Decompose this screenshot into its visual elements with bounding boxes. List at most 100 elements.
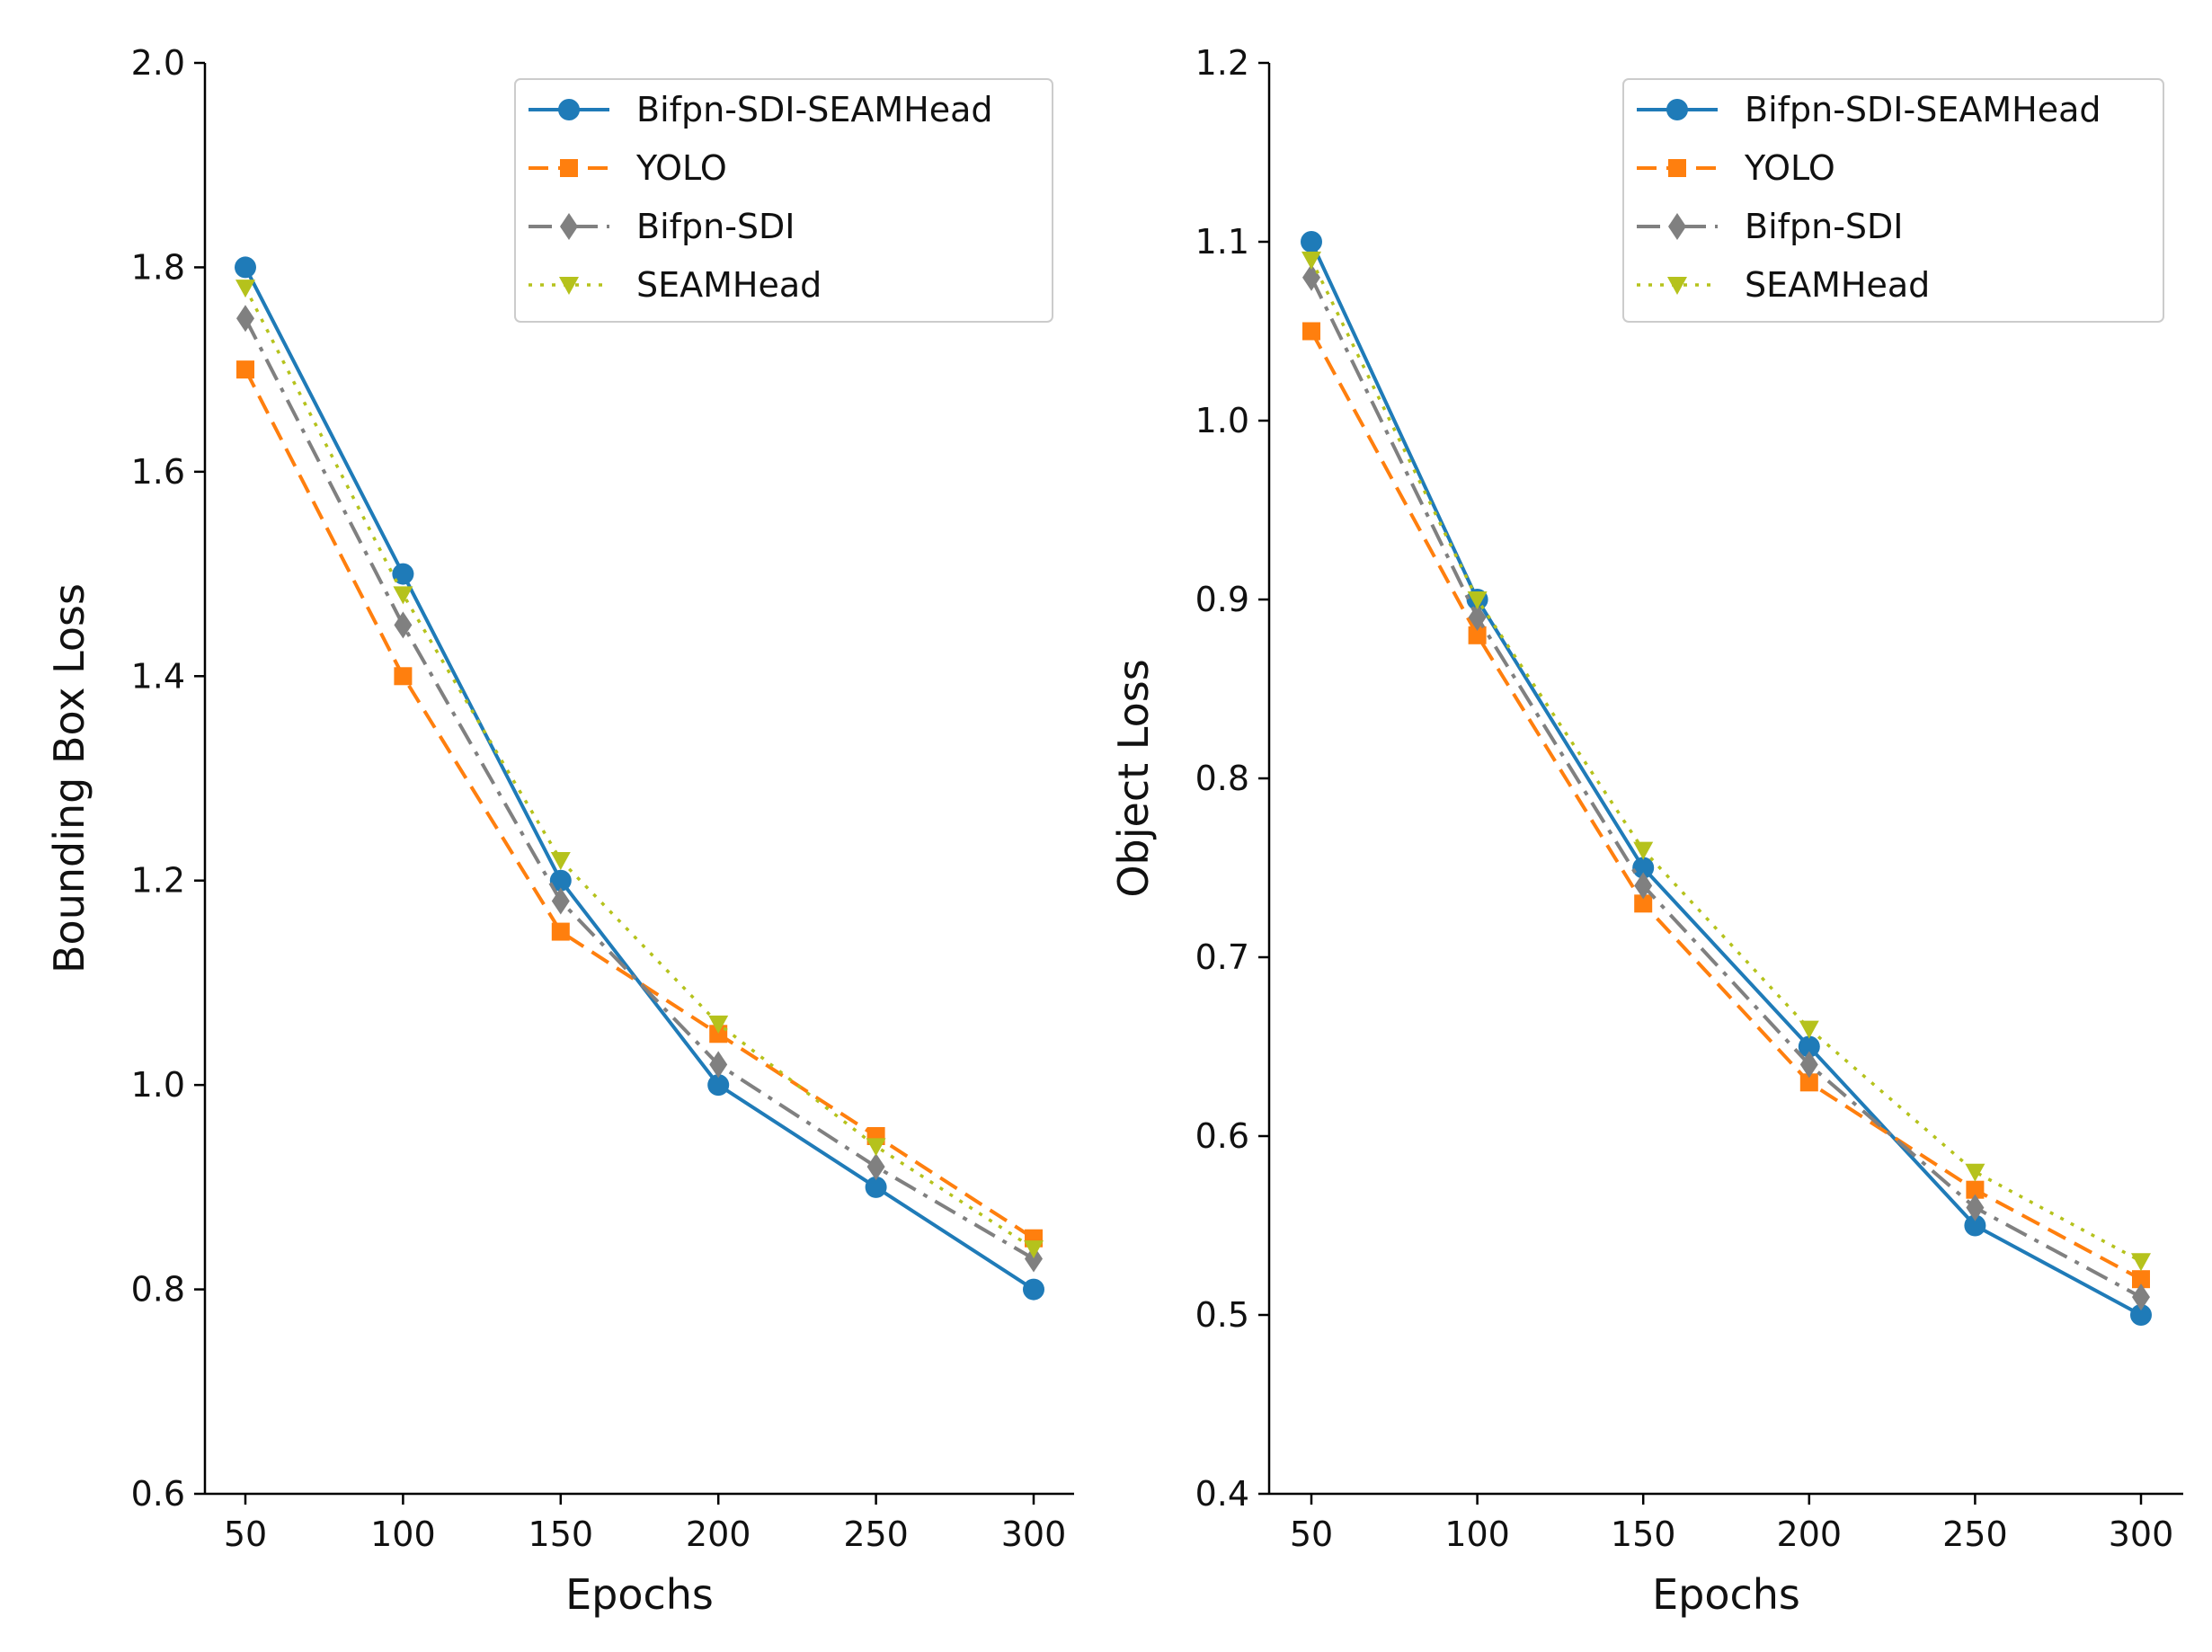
- data-point: [1966, 1194, 1985, 1221]
- data-point: [1468, 626, 1487, 644]
- series-line: [1310, 276, 2142, 1299]
- series-line: [244, 287, 1035, 1250]
- legend-label: SEAMHead: [636, 265, 822, 305]
- series-line: [1310, 330, 2142, 1281]
- series-line: [244, 369, 1035, 1240]
- legend-box: [1622, 78, 2164, 323]
- series-bifpn-sdi-seamhead: [1301, 231, 2152, 1326]
- data-point: [1634, 894, 1653, 913]
- data-point: [1301, 251, 1321, 270]
- data-point: [551, 922, 570, 941]
- data-point: [2132, 1283, 2150, 1311]
- data-point: [865, 1176, 887, 1198]
- data-point: [2131, 1253, 2151, 1272]
- data-point: [549, 869, 572, 892]
- data-point: [1468, 603, 1487, 631]
- data-point: [394, 667, 413, 686]
- data-point: [709, 1025, 728, 1044]
- y-tick-label: 0.7: [1195, 937, 1249, 977]
- y-tick-label: 0.4: [1195, 1474, 1249, 1514]
- x-tick-label: 100: [1444, 1514, 1510, 1554]
- data-point: [707, 1074, 730, 1097]
- series-line: [1310, 241, 2142, 1317]
- data-point: [1632, 857, 1655, 879]
- data-point: [236, 305, 254, 333]
- legend-label: Bifpn-SDI-SEAMHead: [1745, 90, 2101, 129]
- x-tick-label: 100: [370, 1514, 436, 1554]
- legend-label: YOLO: [1744, 148, 1835, 188]
- x-tick-label: 300: [2109, 1514, 2174, 1554]
- data-point: [1798, 1035, 1820, 1058]
- data-point: [235, 280, 255, 298]
- x-tick-label: 200: [686, 1514, 751, 1554]
- data-point: [1799, 1051, 1818, 1079]
- data-point: [235, 256, 256, 279]
- series-yolo: [236, 360, 1043, 1248]
- x-tick-label: 250: [843, 1514, 909, 1554]
- legend-label: SEAMHead: [1745, 265, 1930, 305]
- data-point: [1965, 1163, 1985, 1182]
- y-tick-label: 1.0: [1195, 401, 1249, 440]
- data-point: [1302, 322, 1320, 341]
- x-tick-label: 200: [1777, 1514, 1843, 1554]
- y-tick-label: 1.8: [131, 247, 185, 287]
- legend-box: [514, 78, 1053, 323]
- data-point: [1301, 231, 1322, 253]
- data-point: [1023, 1278, 1044, 1301]
- legend-marker: [558, 99, 580, 120]
- chart-panel-1: 0.6 0.8 1.0 1.2 1.4 1.6 1.8 2.0 50 100 150 200 250 30…: [45, 43, 1074, 1619]
- y-tick-label: 1.2: [131, 861, 185, 901]
- legend-marker: [1668, 213, 1686, 240]
- y-tick-label: 0.8: [131, 1270, 185, 1310]
- series-line: [244, 317, 1035, 1261]
- legend-marker: [1667, 277, 1687, 295]
- legend-marker: [1668, 159, 1686, 177]
- y-tick-label: 0.6: [131, 1474, 185, 1514]
- data-point: [866, 1138, 886, 1157]
- x-axis-label: Epochs: [565, 1570, 714, 1619]
- series-seamhead: [235, 280, 1044, 1259]
- data-point: [1025, 1245, 1043, 1273]
- y-axis-label: Object Loss: [1109, 659, 1158, 897]
- legend-marker: [560, 213, 578, 240]
- data-point: [866, 1153, 885, 1181]
- x-tick-label: 50: [1290, 1514, 1333, 1554]
- data-point: [1467, 591, 1488, 609]
- data-point: [392, 563, 414, 585]
- data-point: [1964, 1214, 1986, 1237]
- data-point: [1799, 1073, 1818, 1092]
- series-bifpn-sdi: [1302, 263, 2150, 1311]
- series-bifpn-sdi-seamhead: [235, 256, 1044, 1301]
- x-tick-label: 150: [1611, 1514, 1676, 1554]
- y-tick-label: 1.4: [131, 656, 185, 696]
- series-line: [1310, 259, 2142, 1263]
- data-point: [1966, 1180, 1985, 1199]
- x-tick-label: 250: [1942, 1514, 2008, 1554]
- data-point: [394, 611, 413, 639]
- data-point: [709, 1051, 728, 1079]
- y-tick-label: 1.1: [1195, 222, 1249, 262]
- data-point: [550, 851, 571, 870]
- legend-label: Bifpn-SDI-SEAMHead: [636, 90, 993, 129]
- x-tick-label: 150: [529, 1514, 594, 1554]
- legend-marker: [1666, 99, 1688, 120]
- legend: Bifpn-SDI-SEAMHead YOLO Bifpn-SDI SEAMHead: [514, 78, 1053, 323]
- y-tick-label: 0.9: [1195, 580, 1249, 619]
- y-tick-label: 0.5: [1195, 1295, 1249, 1335]
- data-point: [2130, 1304, 2152, 1326]
- legend-label: Bifpn-SDI: [636, 207, 795, 246]
- data-point: [2132, 1270, 2150, 1289]
- data-point: [1024, 1240, 1044, 1259]
- series-line: [244, 266, 1035, 1292]
- y-tick-label: 0.6: [1195, 1116, 1249, 1156]
- legend-marker: [559, 277, 579, 295]
- data-point: [236, 360, 254, 379]
- data-point: [1633, 841, 1654, 860]
- series-seamhead: [1301, 251, 2151, 1272]
- legend-marker: [560, 159, 578, 177]
- x-tick-label: 300: [1001, 1514, 1067, 1554]
- data-point: [393, 586, 413, 605]
- x-axis-label: Epochs: [1652, 1570, 1800, 1619]
- y-tick-label: 1.0: [131, 1065, 185, 1105]
